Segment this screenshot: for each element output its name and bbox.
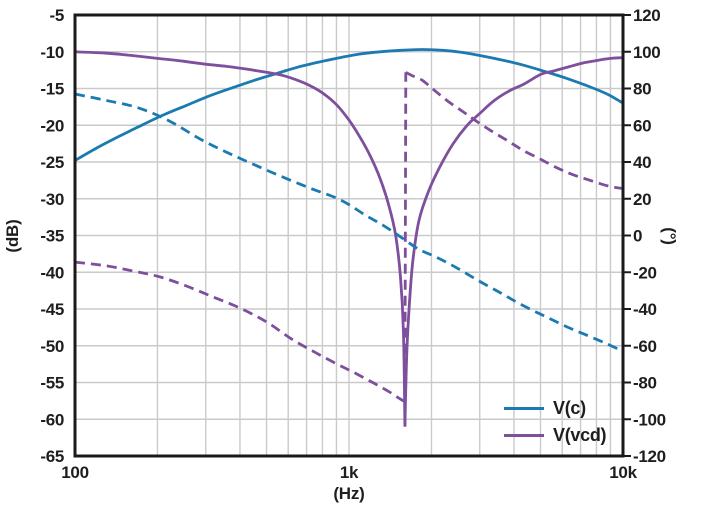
legend-label-vc: V(c) bbox=[553, 398, 586, 418]
y-right-tick-marks bbox=[623, 14, 631, 457]
y-right-tick-label: 20 bbox=[633, 190, 651, 209]
y-left-tick-label: -25 bbox=[40, 153, 64, 172]
y-left-tick-label: -30 bbox=[40, 190, 64, 209]
series-v-vcd-magnitude bbox=[74, 50, 624, 427]
x-tick-label: 10k bbox=[609, 463, 637, 482]
y-right-tick-label: 80 bbox=[633, 80, 651, 99]
y-right-tick-label: 40 bbox=[633, 153, 651, 172]
y-right-tick-label: -120 bbox=[633, 447, 666, 466]
y-right-tick-label: 60 bbox=[633, 116, 651, 135]
y-left-tick-label: -15 bbox=[40, 80, 64, 99]
y-right-tick-label: -40 bbox=[633, 300, 657, 319]
y-left-axis-title: (dB) bbox=[3, 219, 22, 253]
y-left-tick-label: -55 bbox=[40, 374, 64, 393]
y-left-tick-label: -10 bbox=[40, 43, 64, 62]
y-right-tick-label: 0 bbox=[633, 227, 642, 246]
y-left-tick-label: -45 bbox=[40, 300, 64, 319]
legend: V(c) V(vcd) bbox=[504, 395, 607, 449]
y-right-tick-label: -20 bbox=[633, 263, 657, 282]
series-v-c-magnitude bbox=[74, 48, 624, 162]
y-right-tick-label: -80 bbox=[633, 374, 657, 393]
series-v-c-phase bbox=[74, 92, 624, 353]
y-right-tick-label: 100 bbox=[633, 43, 660, 62]
y-right-tick-label: 120 bbox=[633, 6, 660, 25]
x-tick-label: 100 bbox=[61, 463, 88, 482]
y-left-tick-label: -20 bbox=[40, 116, 64, 135]
legend-item-vvcd: V(vcd) bbox=[504, 422, 607, 449]
y-left-tick-label: -50 bbox=[40, 337, 64, 356]
y-right-axis-title: (°) bbox=[660, 227, 679, 245]
x-tick-label: 1k bbox=[340, 463, 359, 482]
gridlines bbox=[75, 15, 623, 456]
y-left-tick-label: -65 bbox=[40, 447, 64, 466]
y-left-tick-label: -5 bbox=[49, 6, 64, 25]
y-left-tick-label: -60 bbox=[40, 410, 64, 429]
y-left-tick-label: -35 bbox=[40, 227, 64, 246]
y-right-tick-label: -60 bbox=[633, 337, 657, 356]
y-left-tick-label: -40 bbox=[40, 263, 64, 282]
y-right-tick-label: -100 bbox=[633, 410, 666, 429]
legend-line-vvcd bbox=[504, 433, 544, 438]
series-v-vcd-phase bbox=[74, 71, 624, 404]
legend-label-vvcd: V(vcd) bbox=[553, 425, 607, 445]
legend-line-vc bbox=[504, 406, 544, 411]
legend-item-vc: V(c) bbox=[504, 395, 606, 422]
x-axis-title: (Hz) bbox=[333, 484, 365, 503]
